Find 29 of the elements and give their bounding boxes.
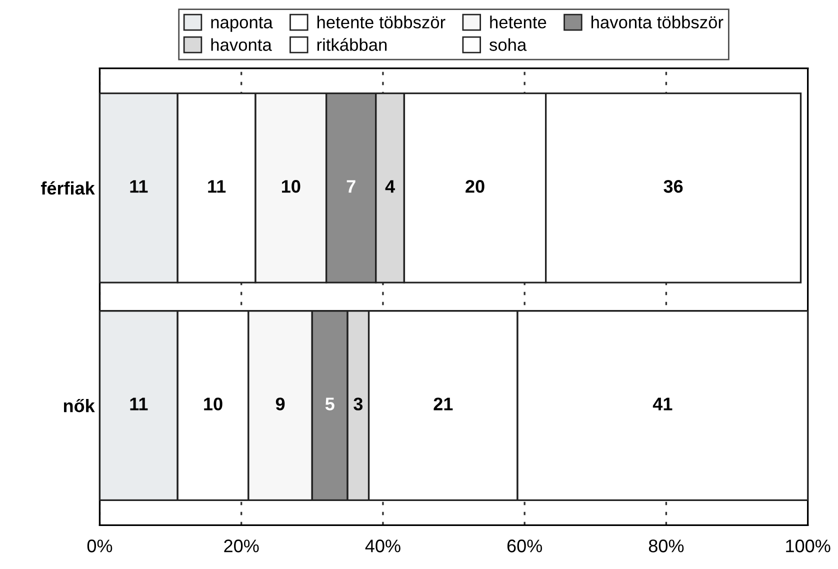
data-label: 20	[466, 180, 484, 193]
data-label: 11	[130, 180, 148, 193]
legend-label: hetente többször	[317, 16, 446, 28]
data-label: 41	[652, 398, 672, 410]
data-label: 36	[664, 180, 683, 193]
x-tick-label: 80%	[648, 540, 684, 552]
data-label: 4	[385, 180, 395, 193]
x-tick-label: 40%	[365, 540, 400, 552]
y-tick-label: nők	[64, 398, 95, 412]
legend-label: havonta többször	[592, 16, 724, 28]
legend-label: ritkábban	[317, 38, 387, 51]
legend-label: naponta	[211, 17, 273, 32]
x-tick-label: 0%	[87, 540, 112, 552]
data-label: 3	[354, 398, 363, 410]
x-tick-label: 60%	[507, 540, 542, 552]
x-tick-label: 20%	[224, 540, 259, 552]
data-label: 5	[325, 398, 334, 410]
data-label: 9	[276, 398, 285, 410]
data-label: 11	[208, 180, 226, 193]
legend-label: hetente	[490, 16, 546, 28]
legend-label: soha	[489, 38, 527, 51]
data-label: 11	[130, 398, 148, 410]
data-label: 10	[204, 398, 222, 410]
data-label: 21	[434, 398, 453, 410]
data-label: 7	[346, 180, 356, 193]
data-label: 10	[282, 180, 300, 193]
x-tick-label: 100%	[786, 540, 830, 552]
y-tick-label: férfiak	[40, 181, 95, 195]
legend-label: havonta	[211, 38, 272, 51]
